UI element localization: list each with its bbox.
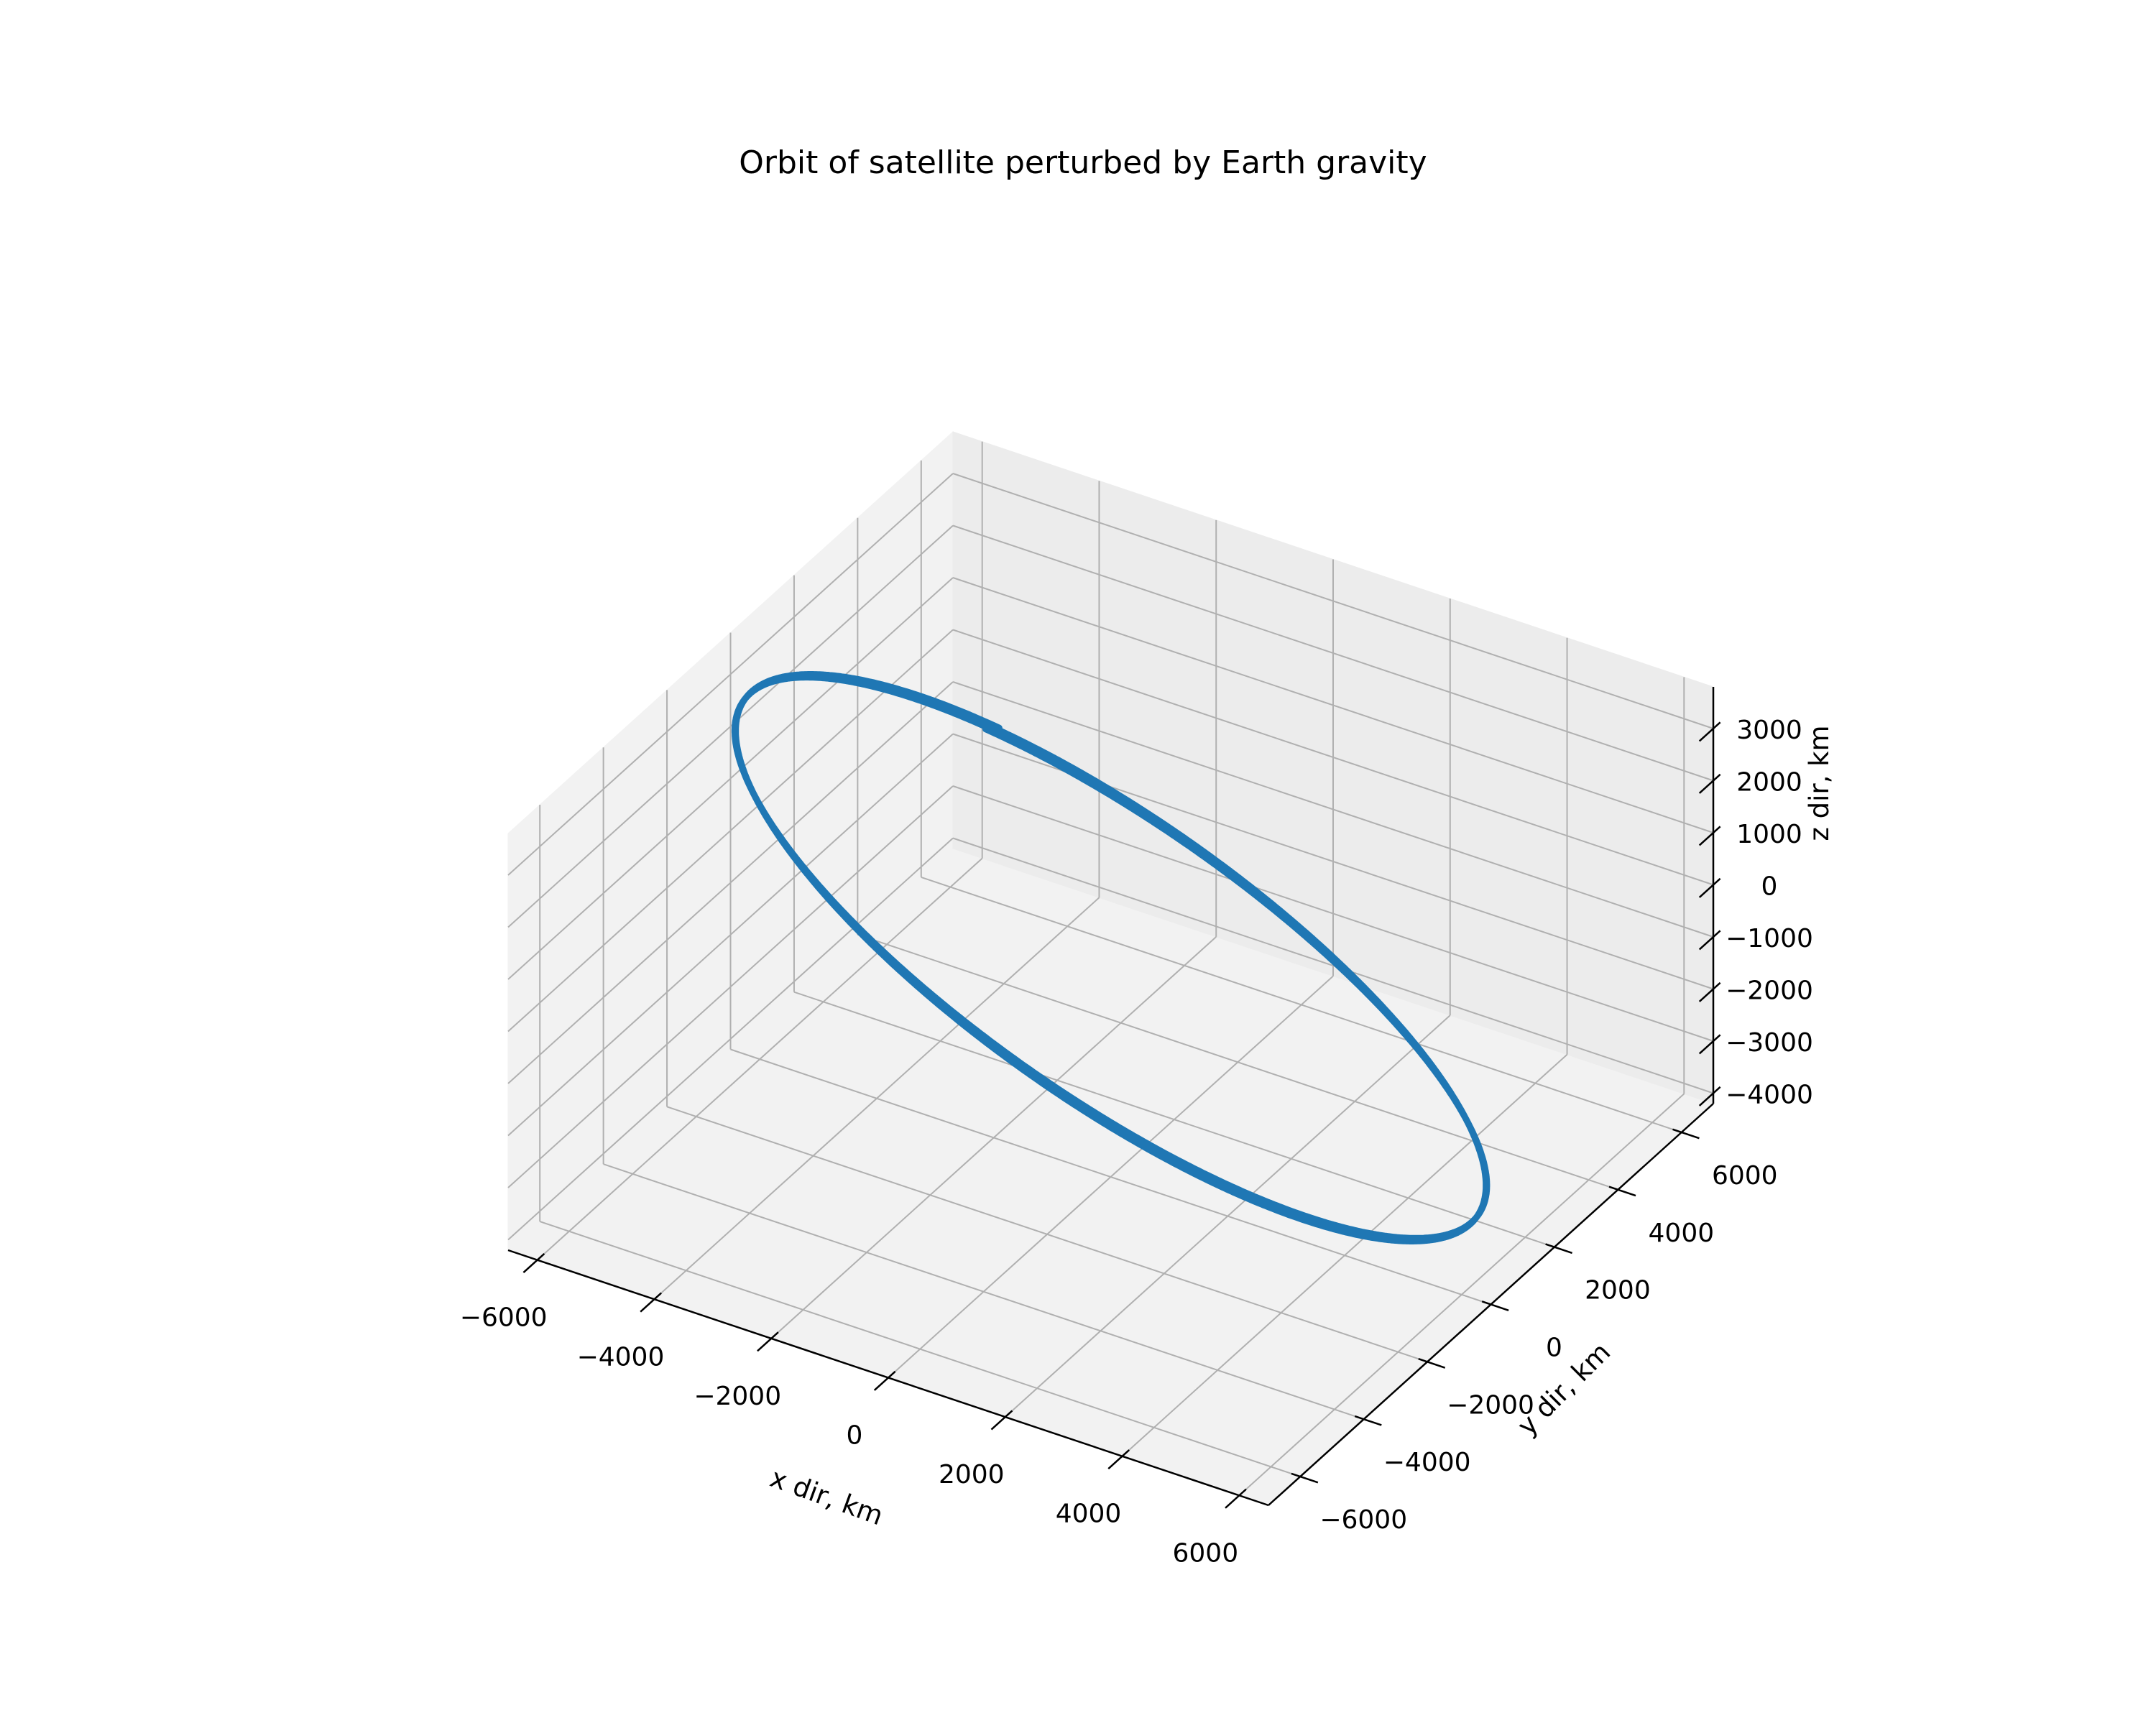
grid-line-z	[507, 525, 954, 928]
y-tick-label: −4000	[1383, 1448, 1471, 1477]
grid-line-z	[952, 525, 1714, 782]
x-tick-label: −6000	[460, 1303, 548, 1333]
z-tick	[1698, 877, 1721, 898]
grid-line-z	[507, 733, 954, 1137]
z-tick-label: 1000	[1736, 820, 1802, 849]
axis-panes	[507, 430, 1714, 1506]
grid-line-z	[507, 837, 954, 1241]
y-tick-label: 4000	[1649, 1219, 1715, 1248]
z-tick	[1698, 721, 1721, 742]
z-tick	[1698, 773, 1721, 794]
y-tick	[1418, 1358, 1446, 1369]
z-tick-label: −4000	[1726, 1081, 1813, 1110]
y-tick	[1481, 1300, 1509, 1311]
y-tick-label: 2000	[1585, 1276, 1651, 1306]
grid-line-y	[539, 1221, 1301, 1478]
chart-title: Orbit of satellite perturbed by Earth gr…	[739, 144, 1427, 181]
grid-line-z	[952, 473, 1714, 729]
z-tick	[1698, 981, 1721, 1002]
x-tick-label: 0	[847, 1421, 863, 1451]
y-tick-label: 6000	[1712, 1161, 1778, 1191]
x-tick	[990, 1410, 1013, 1431]
x-tick-label: −4000	[577, 1342, 665, 1372]
grid-line-z	[952, 681, 1714, 938]
y-tick-label: −2000	[1447, 1390, 1534, 1420]
grid-line-z	[507, 681, 954, 1084]
y-tick	[1608, 1186, 1636, 1197]
z-tick	[1698, 1086, 1721, 1106]
z-tick-label: −2000	[1726, 976, 1813, 1006]
y-tick	[1545, 1243, 1572, 1255]
z-tick	[1698, 1034, 1721, 1055]
x-tick-label: 4000	[1056, 1500, 1122, 1529]
grid-line-z	[507, 577, 954, 980]
z-tick-label: −3000	[1726, 1028, 1813, 1058]
grid-line-z	[952, 837, 1714, 1094]
x-tick	[1225, 1488, 1247, 1509]
x-axis-label: x dir, km	[766, 1462, 887, 1531]
z-tick	[1698, 930, 1721, 951]
x-tick	[757, 1331, 779, 1352]
grid-line-z	[507, 473, 954, 876]
z-tick-label: −1000	[1726, 924, 1813, 953]
x-tick-label: 6000	[1172, 1538, 1238, 1568]
series-layer	[731, 671, 1491, 1244]
grid-line-z	[952, 629, 1714, 886]
z-tick-label: 3000	[1736, 716, 1802, 745]
tick-labels: −6000 −4000 −2000 0 2000 4000 6000 −6000 −4000 −2…	[460, 716, 1813, 1568]
grid-line-y	[921, 876, 1682, 1133]
grid-line-z	[952, 785, 1714, 1042]
y-tick-label: 0	[1546, 1334, 1562, 1363]
y-tick	[1354, 1415, 1382, 1426]
y-tick	[1291, 1472, 1319, 1484]
x-tick	[1107, 1449, 1130, 1470]
y-axis-label: y dir, km	[1511, 1336, 1616, 1441]
x-tick	[640, 1292, 662, 1313]
y-tick	[1672, 1128, 1700, 1140]
grid-line-y	[730, 1048, 1491, 1306]
axis-lines	[507, 687, 1721, 1509]
grid-line-y	[793, 991, 1555, 1248]
z-tick	[1698, 826, 1721, 846]
z-axis-label: z dir, km	[1804, 725, 1835, 841]
grid-line-z	[507, 629, 954, 1032]
grid-lines	[507, 441, 1714, 1497]
x-tick-label: −2000	[694, 1382, 781, 1411]
grid-line-z	[507, 785, 954, 1188]
z-tick-label: 0	[1761, 872, 1778, 902]
x-tick	[522, 1253, 545, 1274]
x-tick	[873, 1370, 896, 1391]
y-tick-label: −6000	[1319, 1505, 1407, 1535]
z-tick-label: 2000	[1736, 768, 1802, 798]
orbit-line-0	[731, 671, 1491, 1244]
grid-line-y	[666, 1106, 1428, 1363]
x-tick-label: 2000	[939, 1460, 1005, 1489]
grid-line-z	[952, 577, 1714, 833]
grid-line-y	[857, 933, 1618, 1191]
grid-line-y	[603, 1163, 1364, 1420]
